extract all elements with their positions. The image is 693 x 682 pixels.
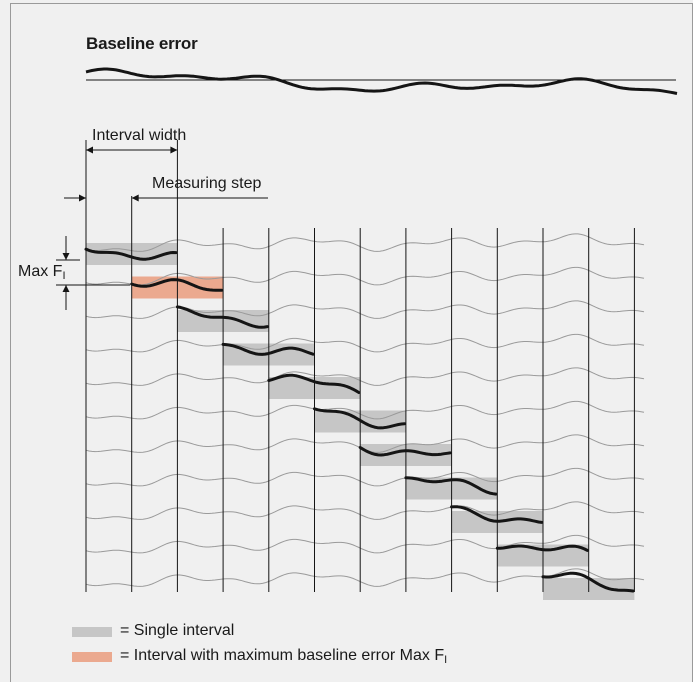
profile-line-3: [85, 300, 645, 319]
measuring-step-label: Measuring step: [152, 175, 262, 192]
interval-profile-8: [404, 476, 498, 496]
interval-width-label: Interval width: [92, 127, 187, 144]
interval-width-left-arrow: [86, 146, 93, 154]
interval-profile-7: [358, 446, 452, 457]
legend-max-text-main: = Interval with maximum baseline error M…: [120, 647, 445, 664]
frame-left-border: [10, 3, 11, 682]
interval-profile-2: [130, 278, 224, 292]
baseline-error-profile: [85, 67, 678, 95]
measuring-step-lines: [85, 196, 635, 592]
interval-profile-4: [221, 342, 315, 356]
profile-line-4: [85, 333, 645, 353]
single-interval-swatch: [72, 627, 112, 637]
measuring-step-right-arrow: [131, 194, 139, 202]
interval-profile-3: [175, 305, 269, 329]
interval-profiles: [84, 247, 635, 593]
frame-top-border: [10, 3, 693, 4]
interval-profile-1: [84, 247, 178, 261]
legend-single-text: = Single interval: [120, 622, 235, 639]
interval-profile-11: [541, 571, 635, 593]
interval-profile-9: [450, 505, 544, 524]
profile-line-6: [85, 400, 645, 420]
max-interval-swatch: [72, 652, 112, 662]
profile-line-8: [85, 467, 645, 487]
max-fi-label: Max FI: [18, 263, 66, 282]
legend-max-text: = Interval with maximum baseline error M…: [120, 647, 447, 666]
max-fi-bottom-arrow: [62, 285, 70, 292]
diagram-title: Baseline error: [86, 34, 198, 53]
profile-line-10: [85, 534, 645, 554]
interval-profile-10: [495, 544, 589, 552]
legend-max-text-subscript: I: [444, 654, 448, 666]
max-fi-top-arrow: [62, 253, 70, 260]
interval-profile-5: [267, 373, 361, 394]
max-fi-label-subscript: I: [62, 270, 66, 282]
max-fi-label-text: Max F: [18, 263, 63, 280]
dimension-markers: [56, 140, 268, 310]
measuring-step-left-arrow: [79, 194, 86, 202]
profile-line-1: [85, 233, 645, 252]
interval-width-right-arrow: [170, 146, 178, 154]
profile-line-2: [85, 266, 645, 286]
profile-line-5: [85, 367, 645, 386]
profile-line-9: [85, 501, 645, 520]
baseline-error-curve: [85, 67, 678, 95]
interval-profile-6: [313, 407, 406, 430]
